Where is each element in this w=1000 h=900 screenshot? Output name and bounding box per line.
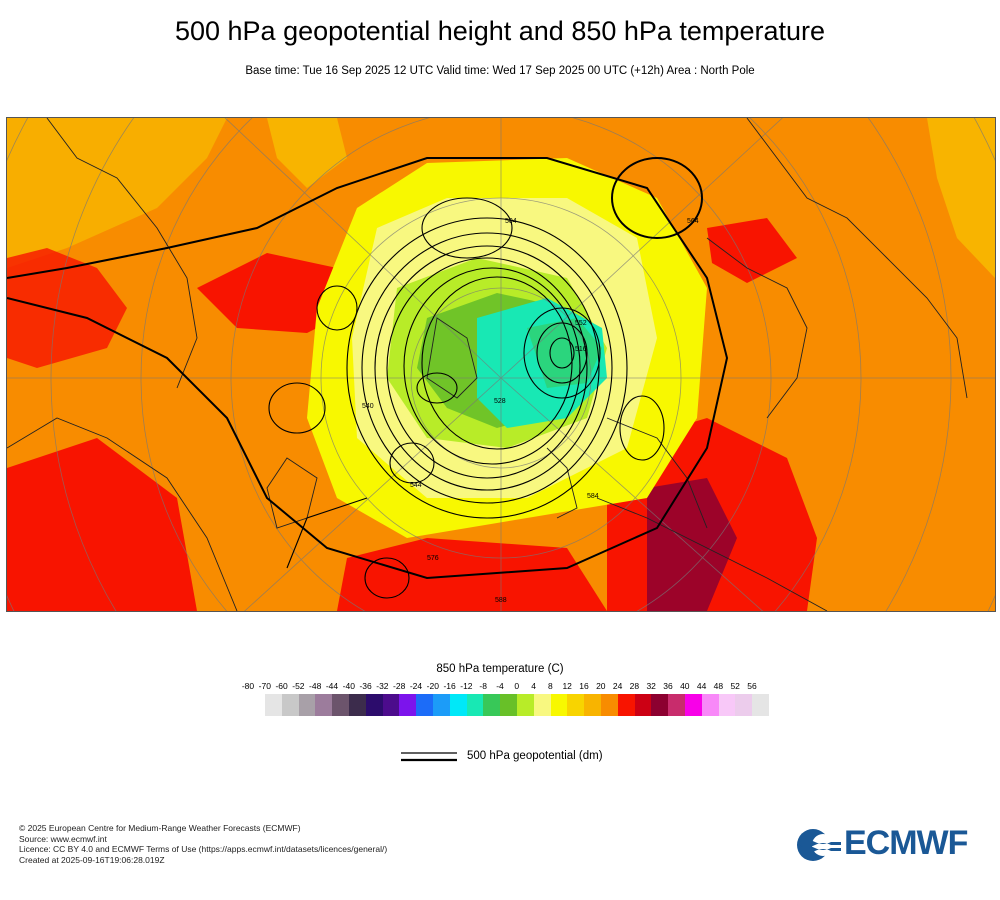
contour-label: 576 <box>427 555 439 562</box>
colorbar-tick-label: 8 <box>548 681 553 691</box>
temp-region-red-sw <box>7 438 197 611</box>
colorbar-swatch <box>449 694 467 716</box>
colorbar-tick-label: 44 <box>696 681 707 691</box>
footer-credits: © 2025 European Centre for Medium-Range … <box>19 823 387 865</box>
colorbar-swatch <box>483 694 501 716</box>
colorbar-swatch <box>668 694 685 716</box>
colorbar-swatch <box>584 694 601 716</box>
colorbar-tick-label: 56 <box>747 681 757 691</box>
colorbar-tick-label: 16 <box>579 681 589 691</box>
colorbar-tick-label: 52 <box>730 681 740 691</box>
contour-label: 528 <box>494 398 506 405</box>
coastlines <box>7 118 968 611</box>
colorbar-tick-label: -20 <box>426 681 439 691</box>
graticule <box>7 118 995 611</box>
temp-region-nw <box>7 118 227 268</box>
colorbar-swatch <box>315 694 333 716</box>
colorbar-tick-label: -24 <box>409 681 423 691</box>
colorbar-tick-label: 24 <box>612 681 623 691</box>
colorbar-tick-label: -60 <box>275 681 288 691</box>
weather-map: 504 544 564 552 528 516 540 576 588 584 <box>6 117 996 612</box>
colorbar-swatch <box>332 694 349 716</box>
colorbar-tick-label: -52 <box>292 681 305 691</box>
contour-label: 504 <box>505 218 517 225</box>
footer-line: Licence: CC BY 4.0 and ECMWF Terms of Us… <box>19 844 388 854</box>
temp-region-hot-core <box>647 478 737 611</box>
temp-region-deepcold <box>527 318 602 388</box>
colorbar-tick-label: 28 <box>629 681 640 691</box>
colorbar-tick-label: 32 <box>646 681 656 691</box>
colorbar-tick-label: -80 <box>241 681 255 691</box>
geopotential-contours <box>7 157 729 599</box>
colorbar-swatch <box>634 694 652 716</box>
legend-line-icon <box>401 752 457 762</box>
colorbar-tick-label: 12 <box>562 681 572 691</box>
colorbar-swatch <box>550 694 568 716</box>
colorbar-swatch <box>752 694 769 716</box>
colorbar-tick-label: -28 <box>393 681 406 691</box>
chart-title: 500 hPa geopotential height and 850 hPa … <box>174 16 825 46</box>
footer-line: Created at 2025-09-16T19:06:28.019Z <box>19 854 165 865</box>
contour-label: 552 <box>575 320 587 327</box>
colorbar-swatch <box>567 694 585 716</box>
colorbar-tick-label: -32 <box>376 681 389 691</box>
contour-label: 564 <box>687 218 699 225</box>
colorbar <box>265 694 769 716</box>
colorbar-swatch <box>516 694 534 716</box>
colorbar-swatch <box>382 694 400 716</box>
map-canvas: 504 544 564 552 528 516 540 576 588 584 <box>7 118 995 611</box>
colorbar-tick-label: 0 <box>514 681 520 691</box>
contour-labels: 504 544 564 552 528 516 540 576 588 584 <box>362 218 699 604</box>
colorbar-tick-label: -70 <box>258 681 271 691</box>
ecmwf-logo-text: ECMWF <box>844 824 968 862</box>
colorbar-tick-label: 20 <box>596 681 606 691</box>
colorbar-swatch <box>684 694 702 716</box>
colorbar-swatch <box>365 694 383 716</box>
colorbar-tick-labels: -80 -70 -60 -52 -48 -44 -40 -36 -32 -28 -24 -20 -16-… <box>0 681 1000 693</box>
colorbar-tick-label: -36 <box>359 681 372 691</box>
footer-line: © 2025 European Centre for Medium-Range … <box>19 823 301 833</box>
contour-label: 544 <box>410 482 422 489</box>
colorbar-tick-label: -4 <box>496 681 504 691</box>
colorbar-tick-label: -16 <box>443 681 456 691</box>
colorbar-swatch <box>399 694 417 716</box>
contour-label: 540 <box>362 403 374 410</box>
ecmwf-logo-icon <box>797 829 841 861</box>
contour-label: 588 <box>495 597 507 604</box>
colorbar-swatch <box>265 694 282 716</box>
colorbar-swatch <box>533 694 551 716</box>
colorbar-tick-label: 48 <box>713 681 724 691</box>
colorbar-swatch <box>600 694 618 716</box>
colorbar-swatch <box>298 694 316 716</box>
colorbar-swatch <box>718 694 736 716</box>
chart-subtitle: Base time: Tue 16 Sep 2025 12 UTC Valid … <box>245 65 755 77</box>
colorbar-tick-label: -44 <box>325 681 339 691</box>
colorbar-swatch <box>701 694 719 716</box>
footer-line: Source: www.ecmwf.int <box>19 833 107 844</box>
colorbar-swatch <box>735 694 753 716</box>
temp-region-ne <box>927 118 995 278</box>
colorbar-swatch <box>651 694 669 716</box>
contour-label: 516 <box>575 346 587 353</box>
colorbar-swatch <box>500 694 517 716</box>
legend-label: 500 hPa geopotential (dm) <box>467 750 603 762</box>
temp-region-north <box>267 118 347 188</box>
colorbar-tick-label: 36 <box>663 681 673 691</box>
colorbar-tick-label: -48 <box>309 681 322 691</box>
temp-region-red-west <box>7 248 127 368</box>
colorbar-swatch <box>432 694 450 716</box>
colorbar-tick-label: -12 <box>460 681 473 691</box>
colorbar-tick-label: -8 <box>479 681 487 691</box>
colorbar-tick-label: -40 <box>342 681 355 691</box>
colorbar-swatch <box>416 694 433 716</box>
colorbar-swatch <box>348 694 366 716</box>
colorbar-tick-label: 4 <box>531 681 536 691</box>
colorbar-swatch <box>281 694 299 716</box>
contour-label: 584 <box>587 493 599 500</box>
colorbar-tick-label: 40 <box>680 681 690 691</box>
colorbar-title: 850 hPa temperature (C) <box>436 663 564 675</box>
colorbar-swatch <box>617 694 635 716</box>
colorbar-swatch <box>466 694 484 716</box>
